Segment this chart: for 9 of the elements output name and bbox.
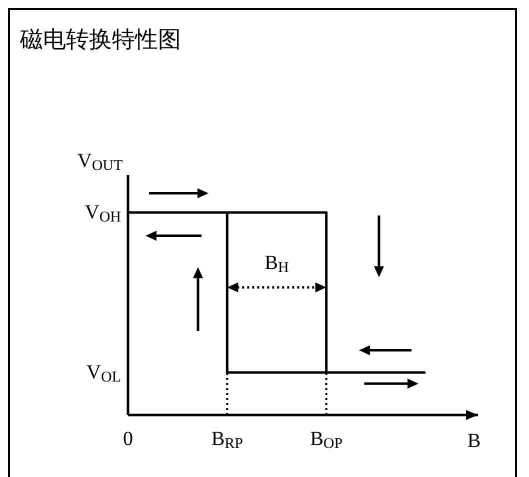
chart-title: 磁电转换特性图	[20, 26, 181, 54]
text: V$_{OH}$	[84, 202, 122, 226]
x-tick-label: B$_{OP}$	[310, 428, 343, 452]
x-tick-label: 0	[123, 428, 133, 450]
x-axis-title: B	[467, 430, 481, 452]
annotation: B$_{H}$	[264, 252, 289, 276]
x-tick-label: B$_{RP}$	[211, 428, 244, 452]
text: V$_{OL}$	[86, 362, 121, 386]
y-axis-title: V$_{OUT}$	[77, 150, 123, 174]
